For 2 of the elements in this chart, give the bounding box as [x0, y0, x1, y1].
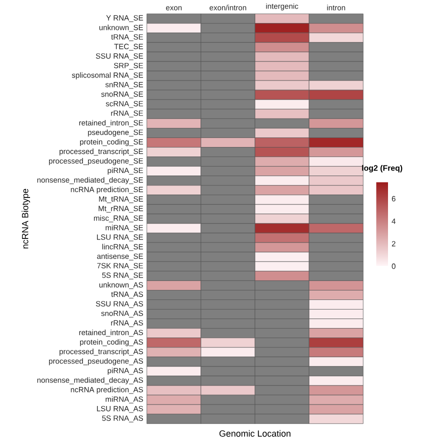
x-axis-title: Genomic Location	[220, 430, 291, 437]
y-axis-title: ncRNA Biotype	[22, 188, 30, 248]
